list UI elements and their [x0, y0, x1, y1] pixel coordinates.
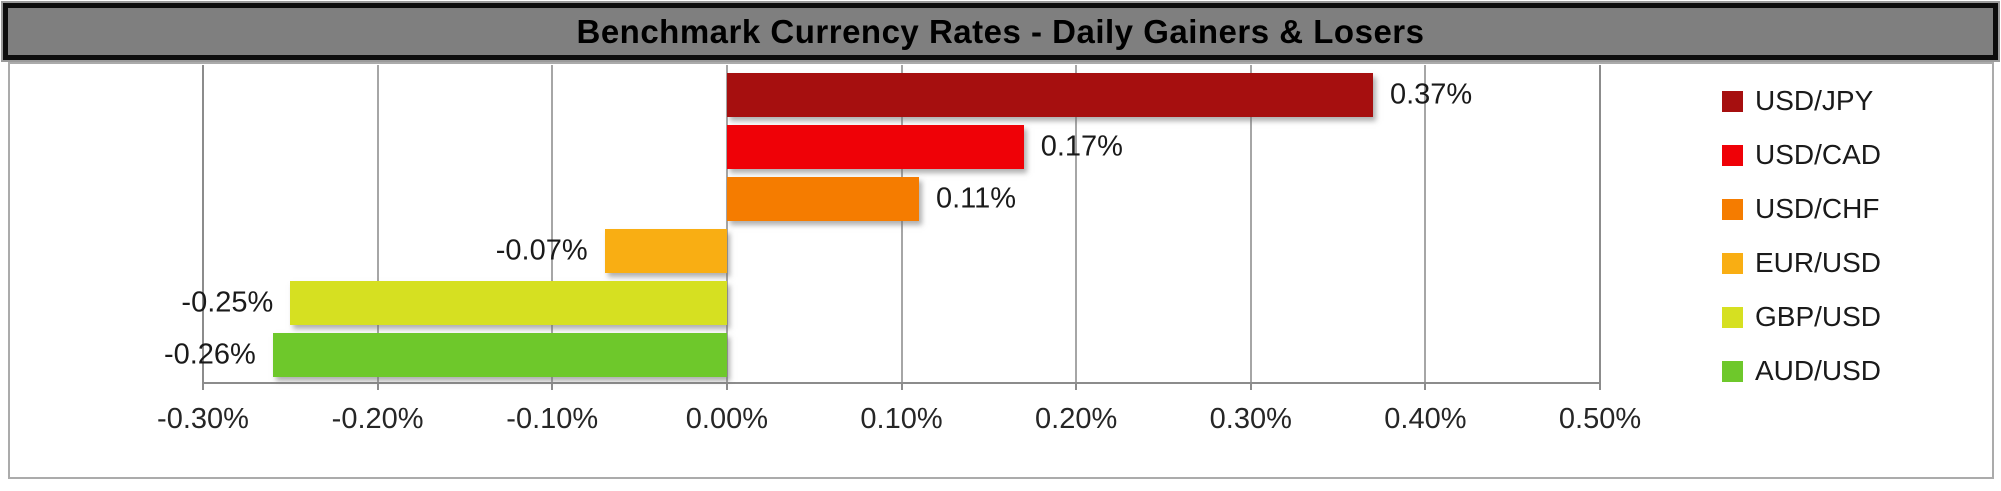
- x-axis-tick-label: 0.30%: [1209, 403, 1292, 435]
- legend-item: USD/JPY: [1722, 85, 1874, 116]
- bar-usd-chf: [726, 177, 919, 221]
- bar-eur-usd: [604, 229, 727, 273]
- x-axis-tick-label: 0.20%: [1035, 403, 1118, 435]
- x-axis-tick-label: 0.50%: [1558, 403, 1642, 435]
- legend-swatch: [1722, 306, 1743, 328]
- legend-item: GBP/USD: [1722, 301, 1882, 332]
- axis-tick: [900, 382, 903, 390]
- legend-swatch: [1722, 144, 1743, 166]
- legend-item: EUR/USD: [1722, 247, 1882, 278]
- axis-tick: [376, 382, 379, 390]
- x-axis-tick-label: 0.00%: [685, 403, 768, 435]
- axis-tick: [1599, 382, 1601, 390]
- x-axis-tick-label: 0.10%: [860, 403, 943, 435]
- x-axis-line: [202, 382, 1601, 384]
- legend-item: AUD/USD: [1722, 355, 1882, 386]
- bar-usd-cad: [726, 125, 1024, 169]
- legend-label: AUD/USD: [1755, 355, 1882, 386]
- gridline: [725, 65, 728, 382]
- axis-tick: [202, 382, 204, 390]
- x-axis-tick-label: -0.30%: [157, 403, 249, 435]
- legend-swatch: [1722, 360, 1743, 382]
- axis-tick: [1075, 382, 1078, 390]
- gridline: [1075, 65, 1078, 382]
- gridline: [376, 65, 379, 382]
- gridline: [1599, 65, 1601, 382]
- legend-label: USD/JPY: [1755, 85, 1874, 116]
- legend-item: USD/CAD: [1722, 139, 1882, 170]
- chart-title-bar: Benchmark Currency Rates - Daily Gainers…: [3, 3, 1998, 60]
- gridline: [900, 65, 903, 382]
- axis-tick: [725, 382, 728, 390]
- legend-label: USD/CAD: [1755, 139, 1882, 170]
- legend-label: EUR/USD: [1755, 247, 1882, 278]
- x-axis-tick-label: 0.40%: [1384, 403, 1467, 435]
- bar-value-label: -0.25%: [181, 286, 274, 319]
- bar-value-label: -0.07%: [495, 234, 588, 267]
- gridline: [202, 65, 204, 382]
- axis-tick: [1424, 382, 1427, 390]
- bar-value-label: -0.26%: [163, 338, 256, 371]
- bar-gbp-usd: [290, 281, 727, 325]
- legend-label: USD/CHF: [1755, 193, 1880, 224]
- bar-usd-jpy: [726, 73, 1373, 117]
- legend-swatch: [1722, 90, 1743, 112]
- gridline: [551, 65, 554, 382]
- bar-aud-usd: [272, 333, 727, 377]
- chart-title: Benchmark Currency Rates - Daily Gainers…: [576, 12, 1425, 50]
- bar-value-label: 0.37%: [1389, 78, 1473, 111]
- gridline: [1424, 65, 1427, 382]
- legend-item: USD/CHF: [1722, 193, 1880, 224]
- bar-value-label: 0.17%: [1040, 130, 1123, 163]
- legend-label: GBP/USD: [1755, 301, 1882, 332]
- gridline: [1249, 65, 1252, 382]
- legend-swatch: [1722, 252, 1743, 274]
- x-axis-tick-label: -0.10%: [506, 403, 599, 435]
- axis-tick: [551, 382, 554, 390]
- bar-value-label: 0.11%: [935, 182, 1017, 215]
- axis-tick: [1249, 382, 1252, 390]
- x-axis-tick-label: -0.20%: [331, 403, 424, 435]
- legend-swatch: [1722, 198, 1743, 220]
